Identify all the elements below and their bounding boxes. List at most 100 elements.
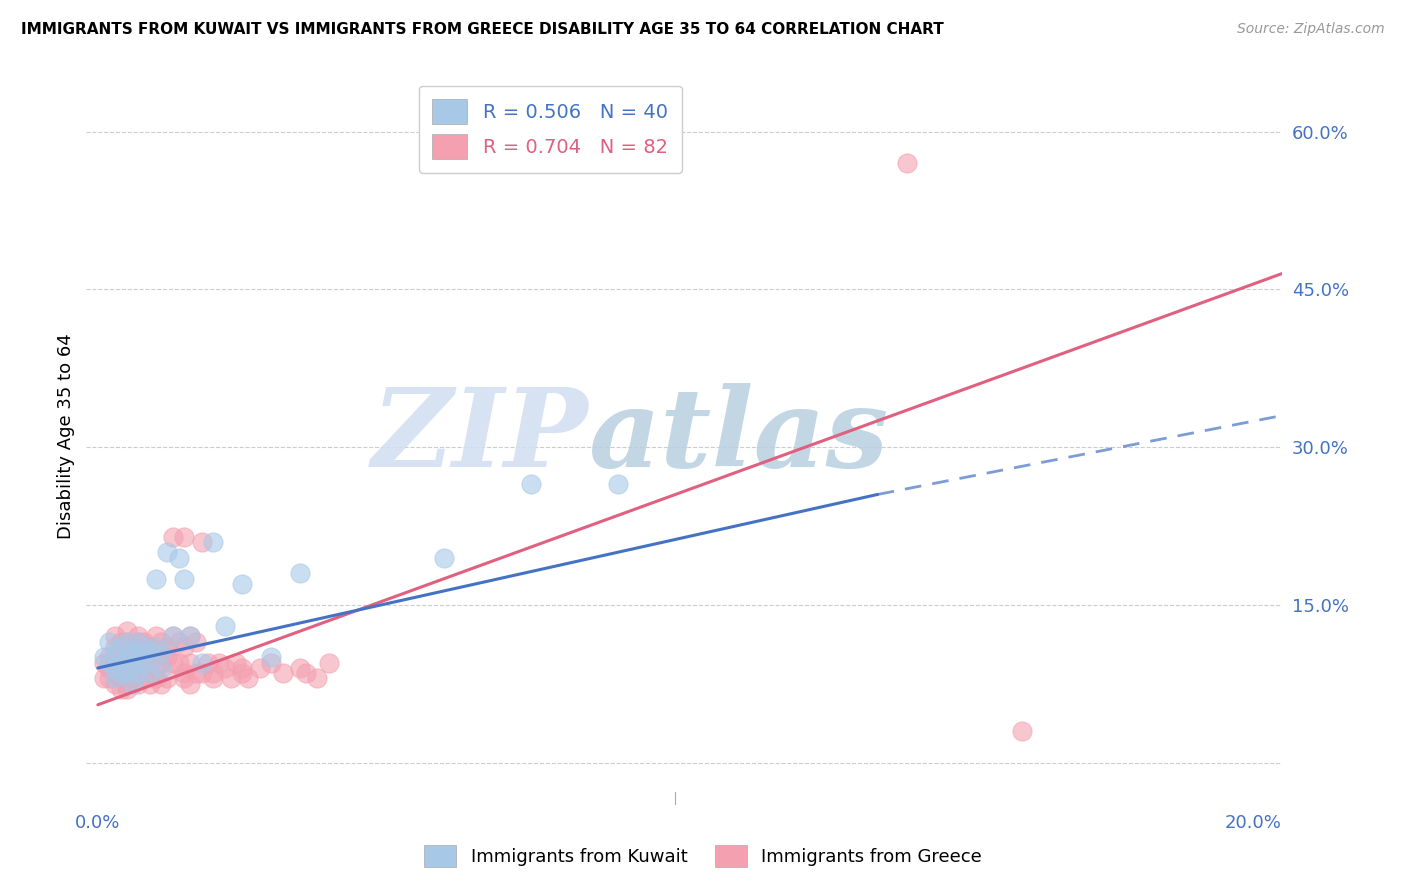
Point	[249, 661, 271, 675]
Point	[121, 672, 143, 686]
Point	[202, 666, 225, 681]
Point	[179, 629, 201, 643]
Point	[132, 640, 155, 654]
Point	[214, 661, 236, 675]
Point	[132, 640, 155, 654]
Point	[110, 640, 132, 654]
Point	[225, 656, 247, 670]
Point	[145, 645, 167, 659]
Point	[121, 677, 143, 691]
Point	[93, 656, 115, 670]
Point	[156, 672, 179, 686]
Point	[162, 629, 184, 643]
Point	[179, 629, 201, 643]
Point	[115, 656, 138, 670]
Point	[104, 645, 127, 659]
Point	[167, 550, 190, 565]
Point	[93, 650, 115, 665]
Point	[173, 572, 195, 586]
Point	[104, 666, 127, 681]
Point	[179, 677, 201, 691]
Point	[145, 629, 167, 643]
Point	[115, 650, 138, 665]
Point	[231, 666, 253, 681]
Point	[127, 677, 149, 691]
Point	[150, 634, 173, 648]
Point	[231, 577, 253, 591]
Point	[98, 634, 121, 648]
Point	[208, 656, 231, 670]
Point	[115, 666, 138, 681]
Point	[132, 672, 155, 686]
Point	[173, 640, 195, 654]
Point	[139, 645, 162, 659]
Point	[179, 656, 201, 670]
Point	[231, 661, 253, 675]
Point	[104, 672, 127, 686]
Point	[115, 677, 138, 691]
Point	[520, 477, 543, 491]
Point	[110, 681, 132, 696]
Point	[127, 629, 149, 643]
Point	[98, 672, 121, 686]
Point	[93, 672, 115, 686]
Point	[191, 656, 214, 670]
Point	[156, 545, 179, 559]
Point	[145, 640, 167, 654]
Point	[150, 656, 173, 670]
Point	[197, 656, 219, 670]
Point	[110, 656, 132, 670]
Text: IMMIGRANTS FROM KUWAIT VS IMMIGRANTS FROM GREECE DISABILITY AGE 35 TO 64 CORRELA: IMMIGRANTS FROM KUWAIT VS IMMIGRANTS FRO…	[21, 22, 943, 37]
Point	[139, 677, 162, 691]
Point	[191, 534, 214, 549]
Point	[156, 640, 179, 654]
Point	[115, 666, 138, 681]
Point	[127, 634, 149, 648]
Point	[132, 634, 155, 648]
Point	[121, 661, 143, 675]
Point	[606, 477, 628, 491]
Point	[104, 640, 127, 654]
Point	[173, 666, 195, 681]
Point	[139, 640, 162, 654]
Y-axis label: Disability Age 35 to 64: Disability Age 35 to 64	[58, 334, 75, 540]
Point	[115, 624, 138, 639]
Point	[104, 677, 127, 691]
Point	[202, 672, 225, 686]
Point	[127, 666, 149, 681]
Point	[127, 634, 149, 648]
Point	[214, 619, 236, 633]
Point	[896, 156, 918, 170]
Point	[167, 656, 190, 670]
Point	[433, 550, 456, 565]
Point	[121, 645, 143, 659]
Point	[132, 661, 155, 675]
Point	[145, 661, 167, 675]
Point	[110, 650, 132, 665]
Point	[145, 572, 167, 586]
Point	[98, 661, 121, 675]
Point	[150, 677, 173, 691]
Legend: Immigrants from Kuwait, Immigrants from Greece: Immigrants from Kuwait, Immigrants from …	[416, 838, 990, 874]
Point	[307, 672, 329, 686]
Point	[294, 666, 316, 681]
Point	[127, 666, 149, 681]
Point	[121, 640, 143, 654]
Point	[173, 529, 195, 543]
Point	[121, 645, 143, 659]
Point	[139, 656, 162, 670]
Point	[260, 656, 283, 670]
Point	[156, 650, 179, 665]
Point	[132, 656, 155, 670]
Point	[236, 672, 259, 686]
Point	[145, 672, 167, 686]
Point	[110, 634, 132, 648]
Point	[162, 629, 184, 643]
Point	[219, 672, 242, 686]
Point	[271, 666, 294, 681]
Point	[150, 661, 173, 675]
Point	[104, 656, 127, 670]
Text: ZIP: ZIP	[371, 383, 589, 491]
Point	[127, 656, 149, 670]
Point	[184, 666, 207, 681]
